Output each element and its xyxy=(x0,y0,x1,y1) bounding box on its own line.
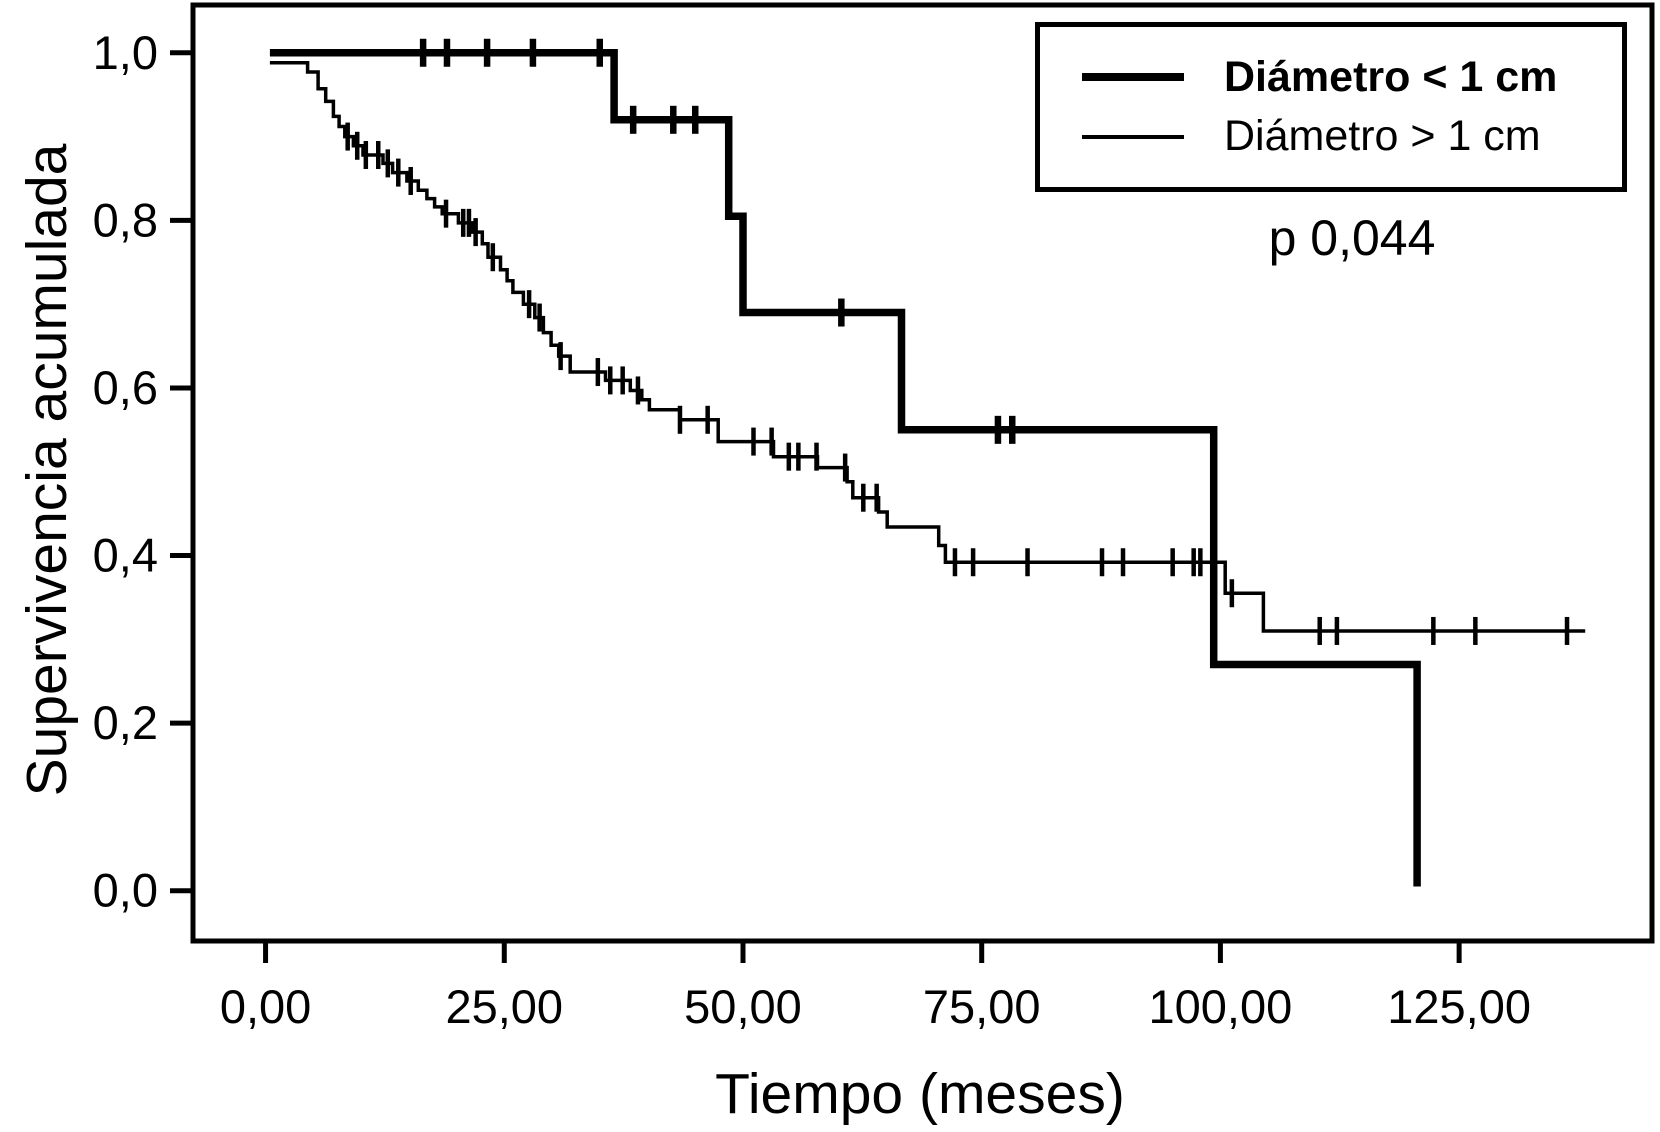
x-tick-label: 50,00 xyxy=(684,980,802,1033)
km-curve-diametro-menor-1cm xyxy=(269,49,1421,887)
legend-thin-line-sample xyxy=(1082,134,1184,139)
y-tick-label: 0,6 xyxy=(93,361,158,414)
legend-entry-diametro-mayor: Diámetro > 1 cm xyxy=(1082,112,1622,160)
x-tick-label: 0,00 xyxy=(220,980,311,1033)
y-axis-ticks: 0,0 0,2 0,4 0,6 0,8 1,0 xyxy=(93,26,193,917)
x-axis-title: Tiempo (meses) xyxy=(715,1062,1125,1126)
x-tick-label: 125,00 xyxy=(1387,980,1531,1033)
x-tick-label: 25,00 xyxy=(445,980,563,1033)
survival-curves xyxy=(269,49,1586,887)
y-tick-label: 0,8 xyxy=(93,193,158,246)
legend-label-diametro-menor: Diámetro < 1 cm xyxy=(1224,52,1558,101)
y-tick-label: 0,0 xyxy=(93,864,158,917)
y-axis-title: Supervivencia acumulada xyxy=(15,143,79,797)
legend-box: Diámetro < 1 cm Diámetro > 1 cm xyxy=(1035,22,1627,192)
km-curve-diametro-mayor-1cm xyxy=(269,61,1586,633)
legend-entry-diametro-menor: Diámetro < 1 cm xyxy=(1082,52,1622,101)
p-value-annotation: p 0,044 xyxy=(1268,210,1436,266)
y-tick-label: 0,2 xyxy=(93,696,158,749)
y-tick-label: 1,0 xyxy=(93,26,158,79)
x-tick-label: 75,00 xyxy=(923,980,1041,1033)
censor-marks xyxy=(345,38,1570,645)
x-tick-label: 100,00 xyxy=(1149,980,1293,1033)
x-axis-ticks: 0,00 25,00 50,00 75,00 100,00 125,00 xyxy=(220,941,1531,1033)
plot-frame xyxy=(190,2,1655,944)
legend-thick-line-sample xyxy=(1082,73,1184,82)
y-tick-label: 0,4 xyxy=(93,529,158,582)
legend-label-diametro-mayor: Diámetro > 1 cm xyxy=(1224,112,1541,160)
